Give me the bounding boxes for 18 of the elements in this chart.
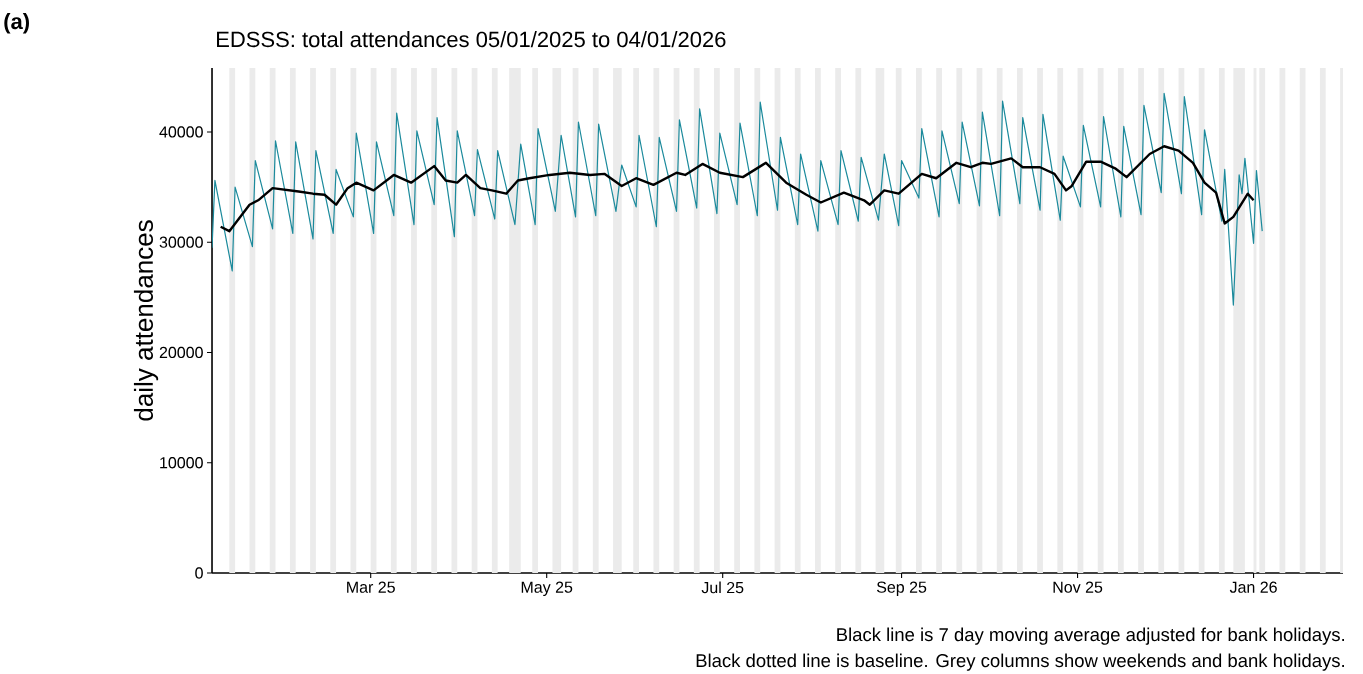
line-series: [212, 92, 1263, 306]
x-tick-label: May 25: [521, 581, 573, 597]
x-tick-label: Sep 25: [876, 581, 927, 597]
y-axis-title: daily attendances: [133, 220, 159, 421]
text: Black line is 7 day moving average adjusted for bank holidays.: [837, 627, 1345, 645]
x-tick-label: Jul 25: [701, 581, 744, 594]
text: (a): [4, 13, 30, 34]
y-tick-label: 0: [195, 567, 203, 579]
chart-title: EDSSS: total attendances 05/01/2025 to 04/01/2026: [217, 31, 726, 48]
y-tick-label: 10000: [160, 457, 203, 469]
y-tick-label: 30000: [159, 236, 203, 248]
line-series: [219, 145, 1255, 233]
y-tick-label: 20000: [159, 346, 203, 359]
y-tick-label: 40000: [159, 126, 203, 138]
text: Black dotted line is baseline. Grey columns show weekends and bank holidays.: [696, 653, 1344, 671]
x-tick-label: Jan 26: [1229, 581, 1277, 593]
x-tick-label: Nov 25: [1053, 581, 1103, 593]
x-tick-label: Mar 25: [347, 581, 395, 593]
